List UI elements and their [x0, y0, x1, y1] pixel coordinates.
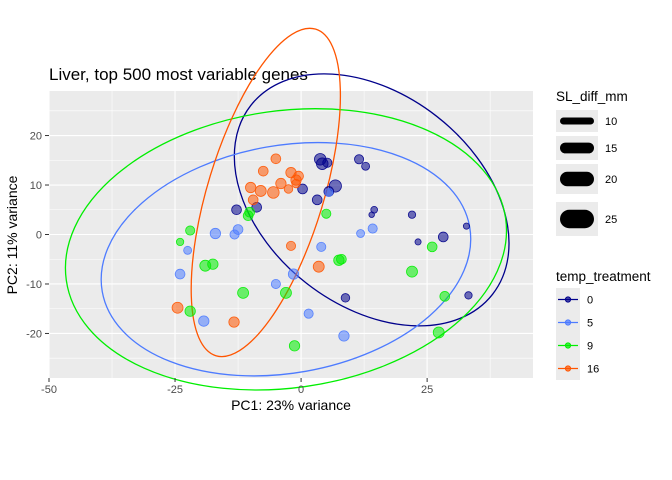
point-group-0: [437, 231, 449, 243]
x-tick-label: -25: [167, 384, 183, 396]
color-legend-label: 9: [587, 341, 593, 353]
color-legend-dot: [564, 296, 572, 303]
point-group-5: [270, 278, 281, 289]
y-axis-ticks: -20 -10 0 10 20: [26, 131, 49, 340]
size-legend-label: 15: [605, 143, 617, 155]
point-group-0: [297, 183, 308, 195]
color-legend-dot: [564, 365, 572, 372]
color-legend-label: 5: [587, 318, 593, 330]
ellipse-group-0: [233, 73, 510, 327]
point-group-5: [183, 245, 193, 255]
point-group-0: [407, 210, 417, 219]
point-group-9: [237, 286, 250, 299]
color-legend-dot: [564, 319, 572, 326]
x-tick-label: 25: [421, 384, 433, 396]
point-group-16: [291, 178, 301, 189]
point-group-0: [322, 157, 333, 168]
point-group-5: [209, 227, 221, 240]
point-group-9: [321, 208, 332, 219]
point-group-16: [171, 301, 184, 314]
point-group-5: [356, 229, 365, 238]
point-group-16: [285, 240, 296, 251]
point-group-9: [426, 241, 438, 253]
confidence-ellipses: [64, 27, 510, 391]
ellipse-group-9: [64, 108, 508, 391]
point-group-9: [184, 305, 196, 317]
point-group-0: [340, 293, 351, 303]
point-group-9: [439, 291, 451, 302]
y-tick-label: -10: [26, 279, 42, 291]
point-group-0: [368, 211, 375, 218]
y-tick-label: 10: [30, 180, 42, 192]
point-group-5: [198, 315, 210, 327]
color-legend-label: 0: [587, 295, 593, 307]
point-group-0: [361, 161, 371, 171]
ellipse-group-16: [190, 27, 342, 358]
x-tick-label: -50: [41, 384, 57, 396]
size-legend: SL_diff_mm 10 15 20 25: [556, 89, 628, 236]
point-group-0: [231, 204, 242, 216]
point-group-9: [242, 210, 254, 221]
point-group-16: [245, 181, 257, 194]
size-legend-glyph: [560, 171, 594, 187]
size-legend-label: 25: [605, 214, 617, 226]
size-legend-label: 20: [605, 174, 617, 186]
size-legend-glyph: [560, 209, 594, 229]
point-group-5: [232, 224, 244, 235]
point-group-5: [324, 188, 334, 197]
point-group-16: [270, 153, 282, 165]
point-group-5: [367, 223, 378, 234]
point-group-9: [288, 340, 301, 352]
point-group-9: [185, 225, 196, 236]
color-legend: temp_treatment 0 5 9 16: [556, 269, 651, 380]
point-group-16: [283, 184, 294, 194]
point-group-16: [247, 194, 259, 206]
point-group-5: [303, 308, 314, 319]
point-group-5: [287, 268, 300, 280]
size-legend-label: 10: [605, 116, 617, 128]
point-group-0: [464, 291, 473, 300]
point-group-16: [312, 260, 325, 273]
point-group-16: [254, 185, 267, 197]
point-group-16: [257, 165, 269, 177]
point-group-5: [338, 330, 350, 342]
point-group-9: [207, 258, 219, 270]
color-legend-label: 16: [587, 364, 599, 376]
y-axis-title: PC2: 11% variance: [4, 175, 20, 294]
point-group-0: [462, 222, 470, 230]
point-group-16: [228, 316, 240, 328]
point-group-9: [280, 286, 292, 299]
size-legend-title: SL_diff_mm: [556, 89, 628, 104]
point-group-9: [406, 265, 418, 278]
chart-title: Liver, top 500 most variable genes: [49, 65, 308, 84]
point-group-9: [432, 326, 445, 339]
color-legend-title: temp_treatment: [556, 269, 651, 284]
point-group-5: [174, 268, 186, 280]
data-points: [171, 153, 473, 352]
y-tick-label: 0: [36, 230, 42, 242]
size-legend-glyph: [560, 142, 594, 154]
point-group-9: [175, 237, 185, 247]
point-group-0: [354, 154, 365, 165]
point-group-16: [275, 177, 287, 190]
point-group-5: [316, 241, 327, 252]
point-group-16: [267, 186, 280, 199]
color-legend-dot: [564, 342, 572, 349]
y-tick-label: -20: [26, 328, 42, 340]
point-group-0: [311, 194, 323, 206]
point-group-9: [336, 253, 347, 265]
point-group-0: [414, 238, 422, 246]
size-legend-glyph: [560, 117, 594, 125]
x-axis-title: PC1: 23% variance: [231, 397, 351, 413]
x-axis-ticks: -50 -25 0 25: [41, 378, 433, 396]
y-tick-label: 20: [30, 131, 42, 143]
x-tick-label: 0: [298, 384, 304, 396]
